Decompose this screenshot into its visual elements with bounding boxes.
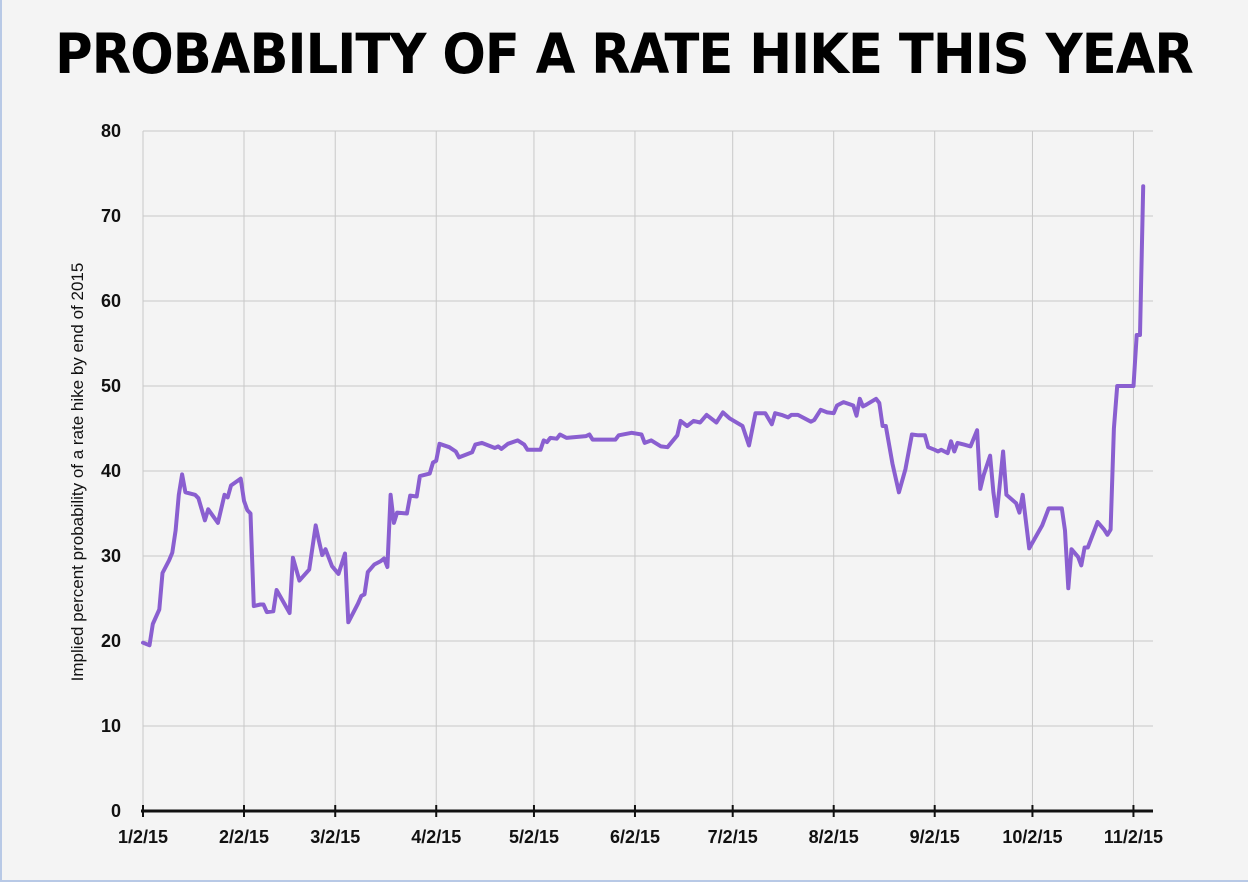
y-tick-label: 0 bbox=[111, 801, 121, 821]
y-axis-label: Implied percent probability of a rate hi… bbox=[68, 263, 87, 682]
x-tick-label: 2/2/15 bbox=[219, 827, 269, 847]
grid-lines bbox=[142, 130, 1153, 811]
x-tick-label: 5/2/15 bbox=[509, 827, 559, 847]
y-tick-label: 20 bbox=[101, 631, 121, 651]
chart-title: PROBABILITY OF A RATE HIKE THIS YEAR bbox=[55, 22, 1194, 86]
x-axis-ticks: 1/2/15 2/2/15 3/2/15 4/2/15 5/2/15 6/2/15 7/2/… bbox=[118, 827, 1163, 847]
x-tick-label: 3/2/15 bbox=[310, 827, 360, 847]
x-tick-label: 11/2/15 bbox=[1104, 827, 1163, 847]
y-tick-label: 70 bbox=[101, 206, 121, 226]
series-line bbox=[141, 184, 1146, 648]
y-tick-label: 40 bbox=[101, 461, 121, 481]
y-tick-label: 30 bbox=[101, 546, 121, 566]
x-axis bbox=[141, 805, 1153, 817]
x-tick-label: 8/2/15 bbox=[809, 827, 859, 847]
y-tick-label: 80 bbox=[101, 121, 121, 141]
y-tick-label: 60 bbox=[101, 291, 121, 311]
y-tick-label: 10 bbox=[101, 716, 121, 736]
y-tick-label: 50 bbox=[101, 376, 121, 396]
x-tick-label: 7/2/15 bbox=[708, 827, 758, 847]
x-tick-label: 6/2/15 bbox=[610, 827, 660, 847]
x-tick-label: 10/2/15 bbox=[1002, 827, 1062, 847]
y-axis-ticks: 0 10 20 30 40 50 60 70 80 bbox=[101, 121, 121, 821]
x-tick-label: 4/2/15 bbox=[411, 827, 461, 847]
x-tick-label: 1/2/15 bbox=[118, 827, 168, 847]
series-group bbox=[141, 184, 1146, 648]
x-tick-label: 9/2/15 bbox=[910, 827, 960, 847]
